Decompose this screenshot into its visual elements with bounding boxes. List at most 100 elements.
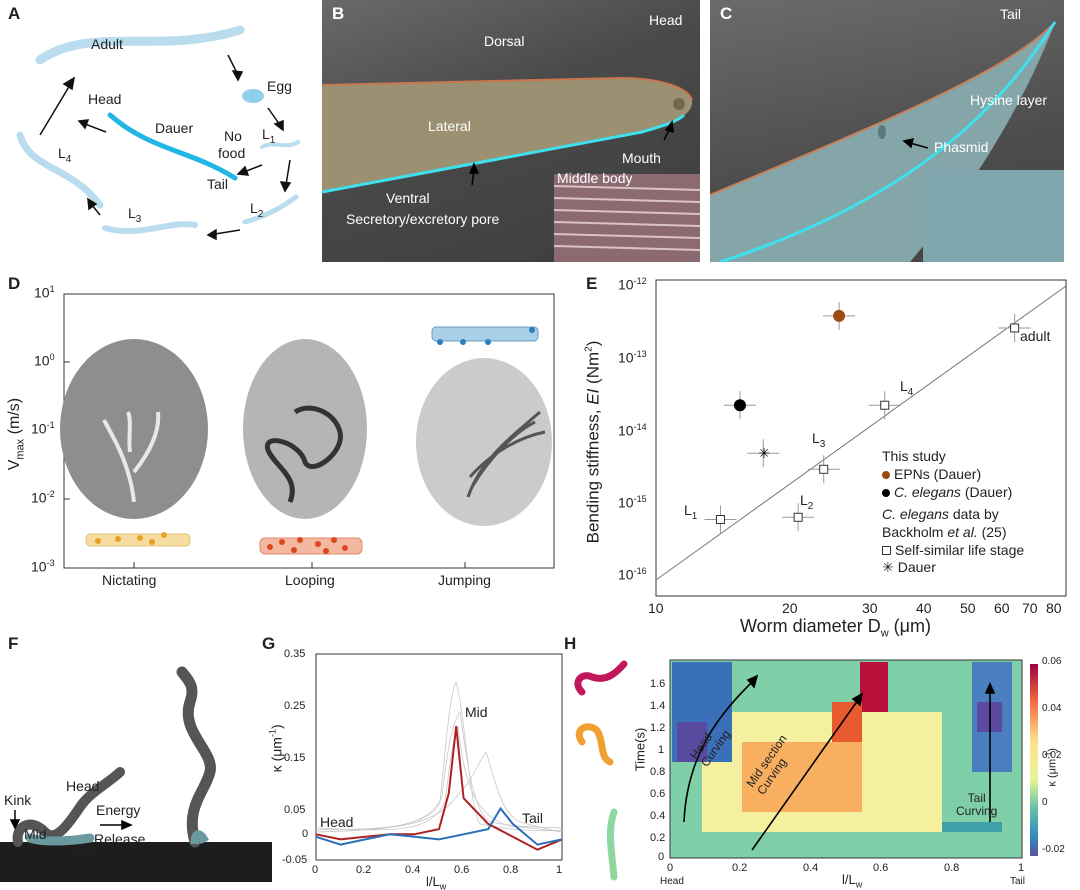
legend-epn-marker xyxy=(882,471,890,479)
ylabel-end: ) xyxy=(268,724,285,730)
l2-sub: 2 xyxy=(257,208,264,220)
ytick-4: 10-3 xyxy=(31,558,55,575)
heat-orange-mid xyxy=(742,742,862,812)
label-dauer: Dauer xyxy=(155,120,194,136)
panel-c: C Tail Hysine layer Phasmid xyxy=(710,0,1064,262)
legend-self: Self-similar life stage xyxy=(882,542,1024,558)
annot-l4-sub: 4 xyxy=(907,386,914,398)
ytick-2: 10-14 xyxy=(618,422,647,439)
category-ticks xyxy=(133,562,466,568)
plot-frame xyxy=(655,279,1067,597)
label-tail: Tail xyxy=(207,176,229,192)
jump-illustration xyxy=(0,666,272,882)
legend-cel-marker xyxy=(882,489,890,497)
l1-text: L xyxy=(262,126,270,142)
point-self-similar xyxy=(819,464,829,474)
cbar-tick-0: 0 xyxy=(1042,797,1048,808)
xlabel-unit: (μm) xyxy=(888,616,932,636)
category-jumping: Jumping xyxy=(438,572,491,588)
tail-lower-edge xyxy=(719,21,1057,262)
ytick-base: 10 xyxy=(31,420,47,437)
heat-teal-bottom xyxy=(942,822,1002,832)
tail-curving-2: Curving xyxy=(956,804,998,818)
plot-frame xyxy=(315,653,563,861)
xtick-40: 40 xyxy=(916,600,932,616)
dauer-worm xyxy=(107,112,238,181)
legend-cel-rest: (Dauer) xyxy=(960,484,1013,500)
y-axis-label: Bending stiffness, EI (Nm2) xyxy=(584,341,603,544)
ylabel-unit: (m/s) xyxy=(6,397,24,435)
panel-label: F xyxy=(8,634,19,653)
tail-upper-edge xyxy=(710,21,1056,196)
jumping-dots xyxy=(437,327,535,345)
l4-worm xyxy=(16,131,104,209)
kymograph xyxy=(574,659,1038,881)
worm-tail-part xyxy=(25,833,95,846)
ytick-exp: -16 xyxy=(633,566,647,576)
label-mid: Mid xyxy=(24,826,47,842)
xtick-06: 0.6 xyxy=(873,862,889,874)
category-nictating: Nictating xyxy=(102,572,157,588)
point-epn-dauer xyxy=(833,309,846,322)
legend-epn-text: EPNs (Dauer) xyxy=(894,466,982,482)
dorsal-edge xyxy=(322,76,693,101)
label-no: No xyxy=(224,128,242,144)
looping-dots xyxy=(267,537,348,554)
xlabel-sub: w xyxy=(439,881,447,890)
panel-label: G xyxy=(262,634,276,653)
ytick-exp: -2 xyxy=(46,489,55,499)
panel-g: G κ (μm-1) 0.35 0.25 0.15 0.05 0 -0.05 0… xyxy=(260,632,580,890)
tail-body xyxy=(710,22,1055,262)
x-axis-label: l/Lw xyxy=(426,874,446,890)
legend-epn: EPNs (Dauer) xyxy=(882,466,981,482)
ytick-08: 0.8 xyxy=(650,766,666,778)
xtick-0: 0 xyxy=(667,862,674,874)
tail-curving-1: Tail xyxy=(967,791,986,805)
energy-arrow xyxy=(100,819,133,831)
ytick-exp: 1 xyxy=(49,284,55,294)
cycle-arrows xyxy=(39,54,292,241)
xtick-04: 0.4 xyxy=(803,862,819,874)
annot-l1-sub: 1 xyxy=(691,510,698,522)
xtick-80: 80 xyxy=(1046,600,1062,616)
jumping-bar xyxy=(431,326,539,342)
ylabel-sup: -1 xyxy=(267,729,278,738)
ytick-base: 10 xyxy=(618,349,634,366)
ytick-1: 1 xyxy=(658,744,665,756)
point-self-similar xyxy=(715,515,725,525)
cbar-label-end: ) xyxy=(1046,748,1059,752)
panel-a: A Adult Egg Head Dauer No food L1 Tail L… xyxy=(0,0,320,260)
label-kink: Kink xyxy=(4,792,32,808)
worm-released-tail xyxy=(190,830,210,845)
ytick-base: 10 xyxy=(34,352,50,369)
ytick-exp: 0 xyxy=(49,352,55,362)
xtick-20: 20 xyxy=(782,600,798,616)
xlabel-text: l/L xyxy=(426,874,440,889)
ytick-06: 0.6 xyxy=(650,788,666,800)
worm-sketch-2 xyxy=(575,723,614,766)
ventral-edge xyxy=(322,113,686,194)
ytick-14: 1.4 xyxy=(650,700,666,712)
panel-d: D Vmax (m/s) 101 100 xyxy=(0,272,580,592)
xlabel-text: l/L xyxy=(842,872,856,887)
label-egg: Egg xyxy=(267,78,292,94)
label-mouth: Mouth xyxy=(622,150,661,166)
point-celegans-dauer xyxy=(733,399,746,412)
legend-cel: C. elegans (Dauer) xyxy=(882,484,1012,500)
l2-text: L xyxy=(250,200,258,216)
ylabel-text: κ (μm xyxy=(268,737,285,773)
jumping-frame xyxy=(416,358,552,526)
nictating-worms xyxy=(102,411,161,503)
annot-l1-text: L xyxy=(684,502,692,518)
ytick-base: 10 xyxy=(34,284,50,301)
ytick-exp: -14 xyxy=(633,422,647,432)
ytick-3: 10-15 xyxy=(618,494,647,511)
cbar-label-sup: -1 xyxy=(1043,751,1053,759)
legend-data-by: C. elegans data by xyxy=(882,506,999,522)
annot-l2-text: L xyxy=(800,492,808,508)
label-l2: L2 xyxy=(250,200,263,220)
annot-l4-text: L xyxy=(900,378,908,394)
xtick-08: 0.8 xyxy=(944,862,960,874)
label-head: Head xyxy=(88,91,122,107)
ytick-base: 10 xyxy=(618,566,634,583)
